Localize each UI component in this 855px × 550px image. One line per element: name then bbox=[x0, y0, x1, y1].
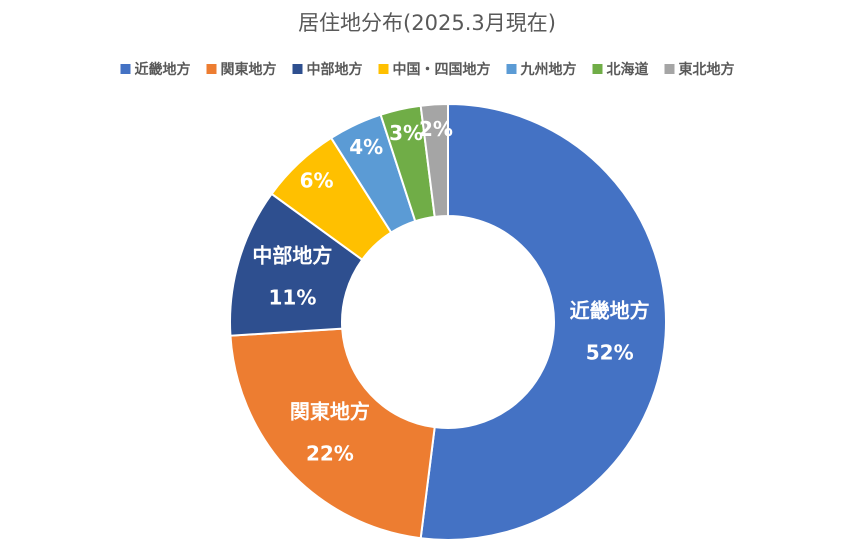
data-label: 11% bbox=[268, 285, 316, 309]
legend: 近畿地方 関東地方 中部地方 中国・四国地方 九州地方 北海道 東北地方 bbox=[120, 61, 735, 78]
segment-category-label: 中部地方 bbox=[252, 243, 332, 267]
legend-label: 九州地方 bbox=[520, 61, 577, 78]
legend-swatch bbox=[120, 64, 131, 74]
data-label: 22% bbox=[306, 441, 354, 465]
legend-swatch bbox=[506, 64, 517, 74]
legend-swatch bbox=[664, 64, 675, 74]
data-label: 6% bbox=[300, 169, 334, 193]
legend-label: 中国・四国地方 bbox=[393, 61, 491, 78]
legend-swatch bbox=[592, 64, 603, 74]
donut-segment bbox=[419, 102, 449, 218]
data-label: 2% bbox=[419, 117, 453, 141]
legend-label: 関東地方 bbox=[221, 61, 277, 78]
legend-swatch bbox=[378, 64, 389, 74]
chart-title: 居住地分布(2025.3月現在) bbox=[298, 11, 556, 35]
legend-label: 東北地方 bbox=[679, 61, 735, 78]
legend-swatch bbox=[292, 64, 303, 74]
segment-category-label: 関東地方 bbox=[290, 399, 370, 423]
donut-segment bbox=[419, 102, 667, 541]
segment-category-label: 近畿地方 bbox=[570, 299, 650, 323]
legend-label: 近畿地方 bbox=[135, 61, 191, 78]
donut-segment bbox=[229, 327, 436, 540]
legend-label: 中部地方 bbox=[307, 61, 363, 78]
data-label: 4% bbox=[349, 135, 383, 159]
legend-swatch bbox=[206, 64, 217, 74]
data-label: 52% bbox=[586, 341, 634, 365]
data-label: 3% bbox=[389, 121, 423, 145]
legend-label: 北海道 bbox=[607, 61, 649, 78]
